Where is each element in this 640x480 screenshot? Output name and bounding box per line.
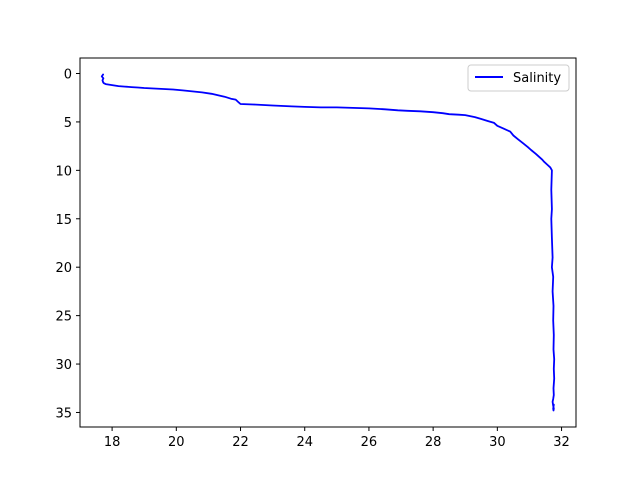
- y-tick-label: 5: [64, 116, 72, 131]
- y-tick-label: 25: [55, 310, 72, 325]
- x-tick-label: 26: [361, 435, 378, 450]
- legend-box: [467, 64, 570, 92]
- x-tick-label: 20: [168, 435, 185, 450]
- y-tick-label: 35: [55, 406, 72, 421]
- x-tick-label: 28: [425, 435, 442, 450]
- legend-label-salinity: Salinity: [513, 71, 561, 86]
- legend: Salinity: [467, 64, 570, 92]
- y-tick-label: 30: [55, 358, 72, 373]
- axes-frame: [79, 57, 577, 428]
- x-axis: 18 20 22 24 26 28 30 32: [104, 427, 570, 450]
- series-line-salinity: [100, 73, 556, 412]
- x-tick-label: 24: [296, 435, 313, 450]
- series-layer: [100, 73, 556, 412]
- y-tick-label: 20: [55, 261, 72, 276]
- y-tick-label: 10: [55, 164, 72, 179]
- x-tick-label: 22: [232, 435, 249, 450]
- y-axis: 0 5 10 15 20 25 30 35: [55, 67, 80, 421]
- x-tick-label: 18: [104, 435, 121, 450]
- plot-area: [79, 57, 577, 428]
- x-tick-label: 30: [489, 435, 506, 450]
- x-tick-label: 32: [553, 435, 570, 450]
- y-tick-label: 15: [55, 213, 72, 228]
- y-tick-label: 0: [64, 67, 72, 82]
